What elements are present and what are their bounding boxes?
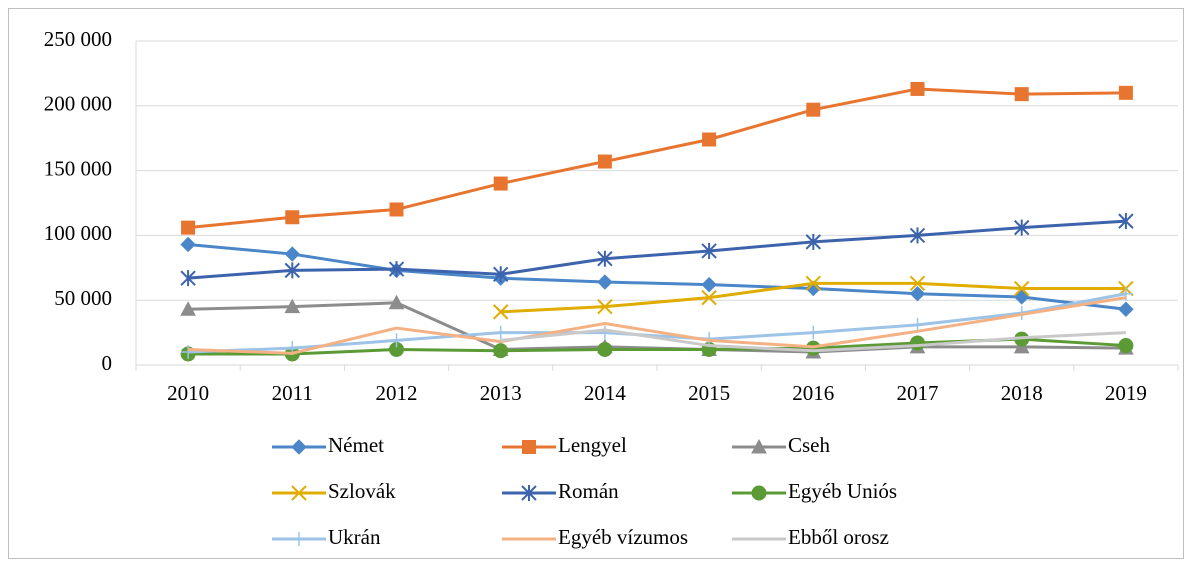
series-line (188, 296, 1127, 355)
x-tick-label: 2018 (1001, 381, 1043, 405)
marker (493, 343, 509, 359)
x-tick-label: 2014 (584, 381, 627, 405)
chart-frame (8, 8, 1184, 559)
series-line (500, 328, 1126, 353)
marker (388, 294, 405, 310)
marker (806, 325, 821, 340)
x-tick-label: 2011 (272, 381, 313, 405)
marker (806, 102, 821, 117)
marker (597, 325, 612, 340)
marker (389, 202, 404, 217)
marker (597, 298, 613, 315)
legend-label: Ebből orosz (788, 525, 889, 549)
y-tick-label: 0 (102, 351, 113, 375)
legend-label: Lengyel (558, 433, 627, 457)
marker (1013, 219, 1030, 236)
x-tick-label: 2015 (688, 381, 730, 405)
legend-marker (522, 440, 536, 454)
x-tick-label: 2017 (897, 381, 939, 405)
marker (493, 176, 508, 191)
marker (909, 286, 926, 302)
marker (1013, 280, 1030, 297)
x-tick-label: 2013 (480, 381, 522, 405)
marker (284, 246, 301, 262)
marker (492, 304, 509, 320)
marker (285, 210, 300, 225)
marker (597, 154, 612, 169)
legend-label: Német (328, 433, 384, 457)
y-tick-label: 150 000 (44, 156, 112, 180)
marker (909, 275, 926, 292)
marker (910, 81, 925, 96)
legend-marker (521, 485, 537, 501)
marker (1118, 301, 1134, 317)
marker (1013, 289, 1030, 305)
legend-label: Szlovák (328, 479, 396, 503)
legend-label: Egyéb vízumos (558, 525, 688, 549)
marker (181, 220, 196, 235)
x-tick-label: 2010 (167, 381, 209, 405)
marker (805, 233, 822, 250)
legend-marker (291, 439, 307, 455)
marker (702, 132, 717, 147)
marker (597, 250, 613, 267)
marker (180, 301, 196, 316)
marker (284, 262, 301, 279)
marker (1014, 87, 1029, 102)
y-tick-label: 200 000 (44, 92, 112, 116)
legend-marker (751, 485, 767, 501)
marker (910, 335, 925, 351)
marker (284, 298, 301, 314)
series-line (187, 87, 1126, 230)
marker (597, 274, 613, 290)
legend-marker (751, 438, 767, 454)
marker (805, 275, 822, 292)
marker (1118, 338, 1134, 354)
legend-label: Román (558, 479, 619, 503)
legend-label: Ukrán (328, 525, 381, 549)
x-tick-label: 2016 (792, 381, 834, 405)
legend-label: Egyéb Uniós (788, 479, 897, 503)
marker (1118, 213, 1134, 230)
marker (389, 333, 404, 348)
marker (701, 289, 717, 306)
marker (493, 325, 508, 340)
marker (701, 242, 717, 259)
y-tick-label: 250 000 (44, 27, 112, 51)
marker (492, 266, 509, 283)
marker (701, 276, 717, 293)
marker (1118, 85, 1133, 100)
marker (388, 261, 405, 278)
legend-marker (291, 485, 307, 501)
marker (910, 317, 925, 332)
marker (180, 236, 196, 253)
marker (909, 227, 926, 244)
legend-marker (292, 532, 306, 546)
marker (181, 345, 196, 360)
marker (180, 270, 196, 287)
x-tick-label: 2019 (1105, 381, 1147, 405)
series-line (188, 292, 1127, 354)
legend-label: Cseh (788, 433, 831, 457)
marker (597, 341, 613, 357)
y-tick-label: 50 000 (54, 286, 112, 310)
series-line (187, 242, 1127, 311)
series-line (187, 219, 1126, 280)
x-tick-label: 2012 (376, 381, 418, 405)
y-tick-label: 100 000 (44, 221, 112, 245)
